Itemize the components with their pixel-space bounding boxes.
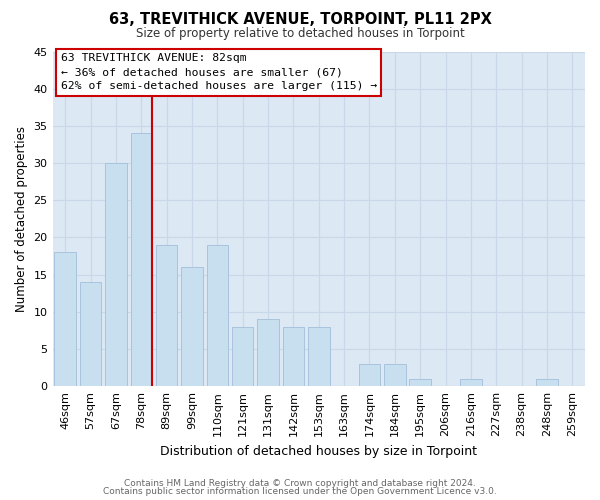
Text: Contains public sector information licensed under the Open Government Licence v3: Contains public sector information licen… xyxy=(103,487,497,496)
Bar xyxy=(460,378,482,386)
Text: 63 TREVITHICK AVENUE: 82sqm
← 36% of detached houses are smaller (67)
62% of sem: 63 TREVITHICK AVENUE: 82sqm ← 36% of det… xyxy=(61,53,377,91)
Bar xyxy=(55,252,76,386)
Bar xyxy=(257,319,279,386)
Bar xyxy=(131,134,152,386)
Bar xyxy=(536,378,558,386)
Text: Size of property relative to detached houses in Torpoint: Size of property relative to detached ho… xyxy=(136,28,464,40)
Y-axis label: Number of detached properties: Number of detached properties xyxy=(15,126,28,312)
Bar xyxy=(80,282,101,386)
Bar xyxy=(359,364,380,386)
Bar xyxy=(105,163,127,386)
Bar xyxy=(181,267,203,386)
X-axis label: Distribution of detached houses by size in Torpoint: Distribution of detached houses by size … xyxy=(160,444,477,458)
Text: Contains HM Land Registry data © Crown copyright and database right 2024.: Contains HM Land Registry data © Crown c… xyxy=(124,478,476,488)
Bar xyxy=(156,245,178,386)
Bar xyxy=(232,326,253,386)
Text: 63, TREVITHICK AVENUE, TORPOINT, PL11 2PX: 63, TREVITHICK AVENUE, TORPOINT, PL11 2P… xyxy=(109,12,491,28)
Bar xyxy=(308,326,329,386)
Bar xyxy=(384,364,406,386)
Bar xyxy=(206,245,228,386)
Bar xyxy=(409,378,431,386)
Bar xyxy=(283,326,304,386)
